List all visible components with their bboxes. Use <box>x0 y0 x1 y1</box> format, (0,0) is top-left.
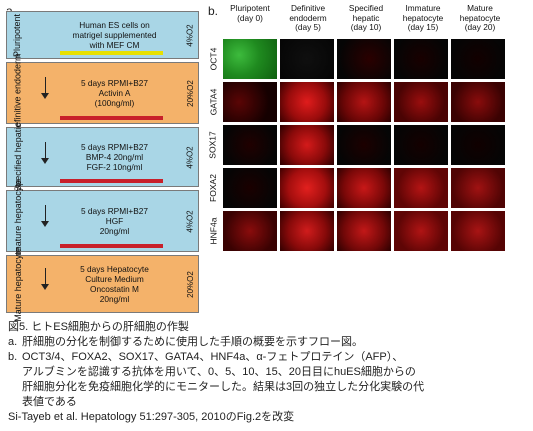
stage-bar <box>60 51 163 55</box>
stage-definitive-endoderm: Definitive endoderm 5 days RPMI+B27 Acti… <box>6 52 199 134</box>
stage-label: Mature hepatocyte <box>12 246 23 322</box>
column-header-day-0: Pluripotent (day 0) <box>230 3 270 23</box>
down-arrow-icon <box>41 142 51 164</box>
micrograph-gata4-day-15 <box>393 81 449 123</box>
micrograph-hnf4a-day-0 <box>222 210 278 252</box>
stage-mature-hepatocyte: Mature hepatocyte 5 days Hepatocyte Cult… <box>6 246 199 322</box>
stage-label: Specified hepatic <box>12 122 23 192</box>
micrograph-oct4-day-15 <box>393 38 449 80</box>
micrograph-foxa2-day-5 <box>279 167 335 209</box>
caption-item-label: b. <box>8 351 18 363</box>
oxygen-level: 20%O2 <box>185 270 195 298</box>
stage-conditions: 5 days RPMI+B27 Activin A (100ng/ml) <box>80 78 149 108</box>
micrograph-sox17-day-0 <box>222 124 278 166</box>
micrograph-oct4-day-20 <box>450 38 506 80</box>
down-arrow-icon <box>41 205 51 227</box>
micrograph-hnf4a-day-15 <box>393 210 449 252</box>
column-header-day-10: Specified hepatic (day 10) <box>348 3 384 32</box>
stage-immature-hepatocyte: Immature hepatocyte 5 days RPMI+B27 HGF … <box>6 178 199 264</box>
figure-caption-title: 図5. ヒトES細胞からの肝細胞の作製 <box>8 321 189 333</box>
micrograph-sox17-day-15 <box>393 124 449 166</box>
column-header-day-5: Definitive endoderm (day 5) <box>289 3 327 32</box>
caption-item-label: a. <box>8 336 18 348</box>
caption-item-a: a. 肝細胞の分化を制御するために使用した手順の概要を示すフロー図。 <box>8 335 528 350</box>
caption-item-text-line: 肝細胞分化を免疫細胞化学的にモニターした。結果は3回の独立した分化実験の代 <box>22 381 425 393</box>
stage-specified-hepatic: Specified hepatic 5 days RPMI+B27 BMP-4 … <box>6 122 199 192</box>
row-label-gata4: GATA4 <box>208 88 219 116</box>
micrograph-oct4-day-10 <box>336 38 392 80</box>
stage-conditions: 5 days Hepatocyte Culture Medium Oncosta… <box>80 264 149 304</box>
row-label-hnf4a: HNF4a <box>208 217 218 245</box>
micrograph-oct4-day-5 <box>279 38 335 80</box>
stage-bar <box>60 116 163 120</box>
oxygen-level: 4%O2 <box>185 145 195 169</box>
stage-label: Definitive endoderm <box>12 52 23 134</box>
down-arrow-icon <box>41 77 51 99</box>
stage-bar <box>60 244 163 248</box>
caption-item-b: b. OCT3/4、FOXA2、SOX17、GATA4、HNF4a、α-フェトプ… <box>8 350 528 410</box>
column-header-day-15: Immature hepatocyte (day 15) <box>402 3 444 32</box>
micrograph-foxa2-day-0 <box>222 167 278 209</box>
column-header-day-20: Mature hepatocyte (day 20) <box>459 3 501 32</box>
figure-source-citation: Si-Tayeb et al. Hepatology 51:297-305, 2… <box>8 411 295 423</box>
micrograph-gata4-day-20 <box>450 81 506 123</box>
row-label-sox17: SOX17 <box>208 131 218 159</box>
micrograph-hnf4a-day-10 <box>336 210 392 252</box>
caption-item-text-line: アルブミンを認識する抗体を用いて、0、5、10、15、20日目にhuES細胞から… <box>22 366 416 378</box>
caption-item-text-line: 表値である <box>22 396 77 408</box>
caption-item-text-line: OCT3/4、FOXA2、SOX17、GATA4、HNF4a、α-フェトプロテイ… <box>22 351 404 363</box>
micrograph-hnf4a-day-5 <box>279 210 335 252</box>
row-label-oct4: OCT4 <box>208 47 219 71</box>
micrograph-gata4-day-10 <box>336 81 392 123</box>
oxygen-level: 4%O2 <box>185 23 195 47</box>
stage-label: Pluripotent <box>12 13 23 57</box>
stage-label: Immature hepatocyte <box>12 178 23 264</box>
micrograph-oct4-day-0 <box>222 38 278 80</box>
stage-conditions: Human ES cells on matrigel supplemented … <box>72 20 157 50</box>
micrograph-sox17-day-20 <box>450 124 506 166</box>
micrograph-foxa2-day-20 <box>450 167 506 209</box>
row-label-foxa2: FOXA2 <box>208 174 218 202</box>
micrograph-sox17-day-5 <box>279 124 335 166</box>
down-arrow-icon <box>41 268 51 290</box>
stage-conditions: 5 days RPMI+B27 HGF 20ng/ml <box>80 206 149 236</box>
panel-b-letter: b. <box>208 4 219 18</box>
micrograph-gata4-day-0 <box>222 81 278 123</box>
micrograph-foxa2-day-10 <box>336 167 392 209</box>
micrograph-sox17-day-10 <box>336 124 392 166</box>
oxygen-level: 20%O2 <box>185 79 195 107</box>
stage-bar <box>60 179 163 183</box>
micrograph-gata4-day-5 <box>279 81 335 123</box>
micrograph-foxa2-day-15 <box>393 167 449 209</box>
oxygen-level: 4%O2 <box>185 209 195 233</box>
stage-conditions: 5 days RPMI+B27 BMP-4 20ng/ml FGF-2 10ng… <box>80 142 149 172</box>
caption-item-text: 肝細胞の分化を制御するために使用した手順の概要を示すフロー図。 <box>22 336 363 348</box>
micrograph-hnf4a-day-20 <box>450 210 506 252</box>
